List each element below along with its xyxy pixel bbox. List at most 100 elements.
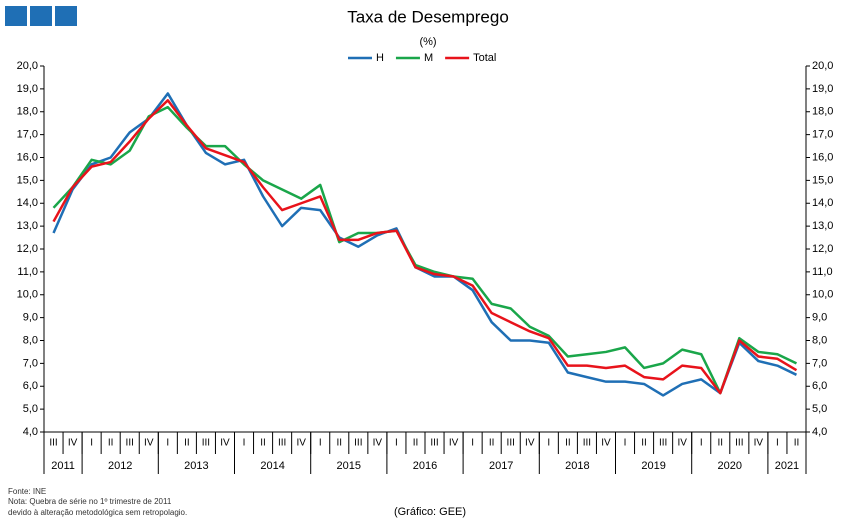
y-tick-label: 7,0 (23, 357, 38, 369)
year-label: 2016 (413, 460, 437, 472)
y2-tick-label: 19,0 (812, 83, 833, 95)
y-tick-label: 16,0 (17, 151, 38, 163)
y2-tick-label: 16,0 (812, 151, 833, 163)
y2-tick-label: 13,0 (812, 220, 833, 232)
legend-label: Total (473, 52, 496, 64)
x-tick-label: IV (220, 438, 230, 449)
x-tick-label: II (413, 438, 419, 449)
year-label: 2014 (260, 460, 284, 472)
year-label: 2012 (108, 460, 132, 472)
x-tick-label: III (430, 438, 438, 449)
y2-tick-label: 20,0 (812, 60, 833, 72)
y-tick-label: 17,0 (17, 129, 38, 141)
x-tick-label: IV (68, 438, 78, 449)
note: Nota: Quebra de série no 1º trimestre de… (8, 497, 172, 506)
y2-tick-label: 7,0 (812, 357, 827, 369)
y-tick-label: 14,0 (17, 197, 38, 209)
y2-tick-label: 12,0 (812, 243, 833, 255)
y2-tick-label: 17,0 (812, 129, 833, 141)
chart-subtitle: (%) (419, 36, 436, 48)
x-tick-label: I (166, 438, 169, 449)
y2-tick-label: 8,0 (812, 334, 827, 346)
y-tick-label: 4,0 (23, 426, 38, 438)
y2-tick-label: 6,0 (812, 380, 827, 392)
x-tick-label: IV (296, 438, 306, 449)
y2-tick-label: 4,0 (812, 426, 827, 438)
x-tick-label: I (471, 438, 474, 449)
x-tick-label: IV (373, 438, 383, 449)
y-tick-label: 15,0 (17, 174, 38, 186)
year-label: 2011 (51, 460, 75, 472)
x-tick-label: II (108, 438, 114, 449)
x-tick-label: II (717, 438, 723, 449)
year-label: 2021 (775, 460, 799, 472)
y-tick-label: 5,0 (23, 403, 38, 415)
x-tick-label: I (319, 438, 322, 449)
x-tick-label: II (336, 438, 342, 449)
x-tick-label: III (735, 438, 743, 449)
x-tick-label: I (90, 438, 93, 449)
y-tick-label: 10,0 (17, 289, 38, 301)
x-tick-label: III (278, 438, 286, 449)
x-tick-label: II (260, 438, 266, 449)
y-tick-label: 20,0 (17, 60, 38, 72)
x-tick-label: IV (677, 438, 687, 449)
x-tick-label: III (507, 438, 515, 449)
note: devido à alteração metodológica sem retr… (8, 508, 187, 517)
year-label: 2020 (718, 460, 742, 472)
y2-tick-label: 9,0 (812, 312, 827, 324)
legend-label: H (376, 52, 384, 64)
year-label: 2018 (565, 460, 589, 472)
x-tick-label: IV (754, 438, 764, 449)
y-tick-label: 18,0 (17, 106, 38, 118)
y2-tick-label: 18,0 (812, 106, 833, 118)
x-tick-label: III (126, 438, 134, 449)
x-tick-label: III (659, 438, 667, 449)
y-tick-label: 19,0 (17, 83, 38, 95)
x-tick-label: III (49, 438, 57, 449)
x-tick-label: I (547, 438, 550, 449)
credit: (Gráfico: GEE) (394, 506, 466, 518)
year-label: 2017 (489, 460, 513, 472)
x-tick-label: I (776, 438, 779, 449)
x-tick-label: IV (525, 438, 535, 449)
logo-block (30, 6, 52, 26)
year-label: 2019 (641, 460, 665, 472)
x-tick-label: II (565, 438, 571, 449)
x-tick-label: I (395, 438, 398, 449)
logo-block (5, 6, 27, 26)
x-tick-label: I (624, 438, 627, 449)
y-tick-label: 13,0 (17, 220, 38, 232)
x-tick-label: II (794, 438, 800, 449)
y-tick-label: 11,0 (17, 266, 38, 278)
x-tick-label: II (489, 438, 495, 449)
y-tick-label: 9,0 (23, 312, 38, 324)
y2-tick-label: 10,0 (812, 289, 833, 301)
x-tick-label: II (184, 438, 190, 449)
year-label: 2015 (337, 460, 361, 472)
legend-label: M (424, 52, 433, 64)
x-tick-label: II (641, 438, 647, 449)
x-tick-label: I (243, 438, 246, 449)
x-tick-label: III (583, 438, 591, 449)
year-label: 2013 (184, 460, 208, 472)
series-line (52, 105, 798, 395)
y-tick-label: 12,0 (17, 243, 38, 255)
y-tick-label: 6,0 (23, 380, 38, 392)
x-tick-label: IV (601, 438, 611, 449)
y2-tick-label: 15,0 (812, 174, 833, 186)
note: Fonte: INE (8, 487, 46, 496)
y-tick-label: 8,0 (23, 334, 38, 346)
y2-tick-label: 14,0 (812, 197, 833, 209)
x-tick-label: III (202, 438, 210, 449)
chart-title: Taxa de Desemprego (347, 7, 509, 26)
y2-tick-label: 11,0 (812, 266, 833, 278)
x-tick-label: IV (449, 438, 459, 449)
x-tick-label: IV (144, 438, 154, 449)
y2-tick-label: 5,0 (812, 403, 827, 415)
x-tick-label: III (354, 438, 362, 449)
x-tick-label: I (700, 438, 703, 449)
series-line (52, 99, 798, 395)
logo-block (55, 6, 77, 26)
